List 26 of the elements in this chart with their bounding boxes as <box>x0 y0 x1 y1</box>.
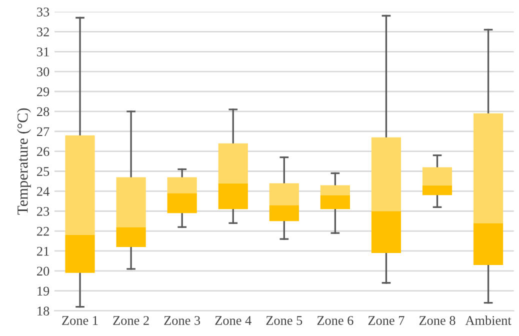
x-tick-label: Zone 2 <box>113 316 149 325</box>
y-axis-title: Temperature (°C) <box>17 108 31 215</box>
x-tick-label: Zone 4 <box>215 316 252 325</box>
y-tick-label: 31 <box>37 47 49 56</box>
y-tick-label: 27 <box>37 127 50 136</box>
x-tick-label: Zone 8 <box>419 316 456 325</box>
y-tick-label: 29 <box>37 87 50 96</box>
x-tick-label: Zone 1 <box>62 316 98 325</box>
y-tick-label: 22 <box>37 226 49 236</box>
y-tick-label: 26 <box>37 147 50 156</box>
y-tick-label: 20 <box>37 266 50 276</box>
y-tick-label: 25 <box>37 167 50 176</box>
x-tick-label: Zone 7 <box>368 316 404 325</box>
x-tick-label: Zone 5 <box>266 316 302 325</box>
x-tick-label: Ambient <box>465 316 512 325</box>
y-tick-label: 33 <box>37 8 50 16</box>
y-tick-label: 24 <box>37 187 50 196</box>
y-tick-label: 23 <box>37 206 50 216</box>
x-tick-label: Zone 3 <box>164 316 200 325</box>
y-tick-label: 19 <box>38 286 50 296</box>
y-tick-label: 32 <box>37 28 49 36</box>
y-tick-label: 21 <box>37 246 49 256</box>
y-tick-label: 28 <box>37 107 50 116</box>
x-tick-label: Zone 6 <box>317 316 354 325</box>
y-tick-label: 18 <box>38 306 50 316</box>
y-tick-label: 30 <box>37 67 50 76</box>
